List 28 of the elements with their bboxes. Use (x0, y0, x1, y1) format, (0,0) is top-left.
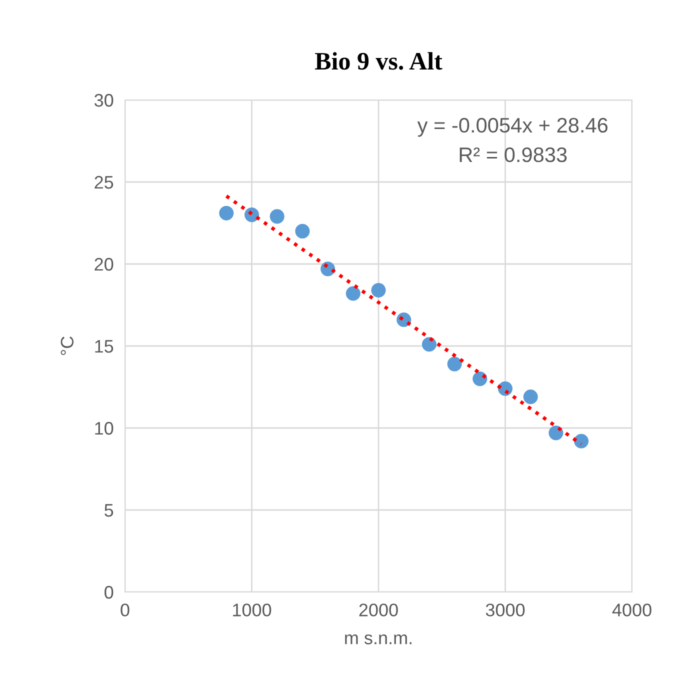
point (295, 224, 310, 238)
x-tick-label: 4000 (612, 604, 652, 616)
point (574, 434, 589, 448)
point (548, 426, 564, 440)
point (270, 209, 284, 224)
x-axis-title: m s.n.m. (345, 634, 412, 644)
point (346, 286, 360, 301)
y-tick-label: 10 (95, 422, 114, 435)
y-tick-label: 5 (104, 504, 114, 517)
annotation: y = -0.0054x + 28.46 (417, 118, 608, 137)
y-tick-label: 20 (94, 258, 114, 271)
x-tick-label: 3000 (486, 604, 525, 616)
point (422, 337, 436, 352)
point (219, 206, 234, 220)
y-tick-label: 15 (95, 340, 114, 353)
chart-title: Bio 9 vs. Alt (315, 52, 442, 70)
point (523, 390, 538, 404)
x-tick-label: 1000 (233, 604, 272, 616)
point (447, 356, 462, 372)
annotation: R² = 0.9833 (460, 147, 567, 162)
x-tick-label: 0 (120, 604, 130, 616)
point (371, 282, 386, 298)
y-tick-label: 30 (94, 94, 114, 107)
y-tick-label: 0 (104, 586, 114, 599)
point (472, 372, 488, 386)
y-tick-label: 25 (94, 176, 114, 189)
y-axis-title: °C (60, 336, 74, 356)
x-tick-label: 2000 (359, 604, 398, 616)
